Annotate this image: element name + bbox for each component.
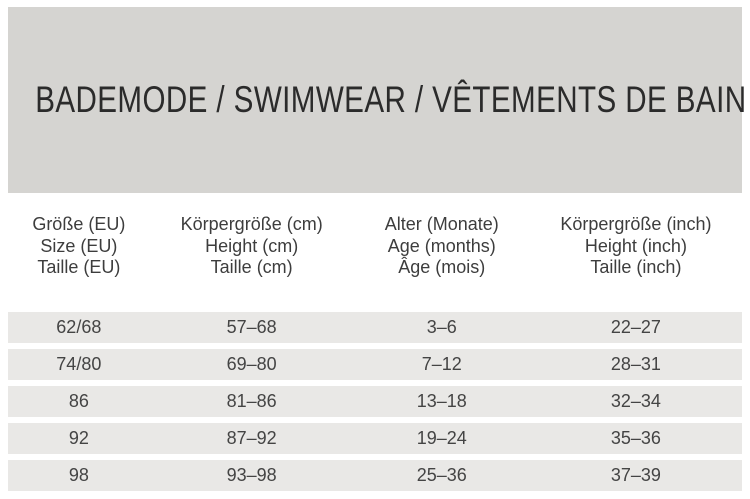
column-header-line: Âge (mois): [398, 257, 486, 277]
column-header-line: Taille (EU): [37, 257, 121, 277]
column-header-line: Körpergröße (cm): [180, 214, 323, 234]
column-header-size-eu: Größe (EU) Size (EU) Taille (EU): [8, 214, 150, 279]
cell-age-months: 19–24: [416, 427, 467, 448]
column-header-height-inch: Körpergröße (inch) Height (inch) Taille …: [530, 214, 742, 279]
column-header-line: Taille (cm): [210, 257, 293, 277]
cell-size-eu: 74/80: [56, 353, 102, 374]
cell-age-months: 13–18: [416, 390, 467, 411]
column-header-height-cm: Körpergröße (cm) Height (cm) Taille (cm): [150, 214, 354, 279]
cell-size-eu: 98: [68, 464, 89, 485]
table-header-row: Größe (EU) Size (EU) Taille (EU) Körperg…: [8, 214, 742, 279]
column-header-line: Taille (inch): [590, 257, 682, 277]
page-title: BADEMODE / SWIMWEAR / VÊTEMENTS DE BAIN: [35, 79, 747, 120]
cell-height-cm: 69–80: [226, 353, 277, 374]
cell-age-months: 3–6: [426, 316, 457, 337]
chart-title-banner: BADEMODE / SWIMWEAR / VÊTEMENTS DE BAIN: [8, 7, 746, 193]
cell-height-cm: 93–98: [226, 464, 277, 485]
cell-height-inch: 37–39: [610, 464, 661, 485]
cell-size-eu: 92: [68, 427, 89, 448]
table-row: 92 87–92 19–24 35–36: [8, 422, 742, 454]
cell-height-cm: 57–68: [226, 316, 277, 337]
column-header-line: Height (inch): [584, 235, 687, 256]
table-row: 62/68 57–68 3–6 22–27: [8, 311, 742, 343]
table-body: 62/68 57–68 3–6 22–27 74/80 69–80 7–12 2…: [8, 311, 742, 491]
cell-height-inch: 22–27: [610, 316, 661, 337]
column-header-line: Körpergröße (inch): [560, 214, 712, 234]
cell-size-eu: 62/68: [56, 316, 102, 337]
cell-height-inch: 35–36: [610, 427, 661, 448]
table-row: 98 93–98 25–36 37–39: [8, 459, 742, 491]
cell-height-inch: 28–31: [610, 353, 661, 374]
column-header-line: Alter (Monate): [384, 214, 499, 234]
cell-height-inch: 32–34: [610, 390, 661, 411]
cell-size-eu: 86: [68, 390, 89, 411]
column-header-line: Height (cm): [205, 235, 299, 256]
table-row: 74/80 69–80 7–12 28–31: [8, 348, 742, 380]
cell-age-months: 7–12: [421, 353, 462, 374]
table-row: 86 81–86 13–18 32–34: [8, 385, 742, 417]
cell-height-cm: 81–86: [226, 390, 277, 411]
cell-age-months: 25–36: [416, 464, 467, 485]
cell-height-cm: 87–92: [226, 427, 277, 448]
column-header-line: Größe (EU): [32, 214, 126, 234]
column-header-age-months: Alter (Monate) Age (months) Âge (mois): [354, 214, 530, 279]
column-header-line: Size (EU): [40, 235, 118, 256]
column-header-line: Age (months): [387, 235, 496, 256]
